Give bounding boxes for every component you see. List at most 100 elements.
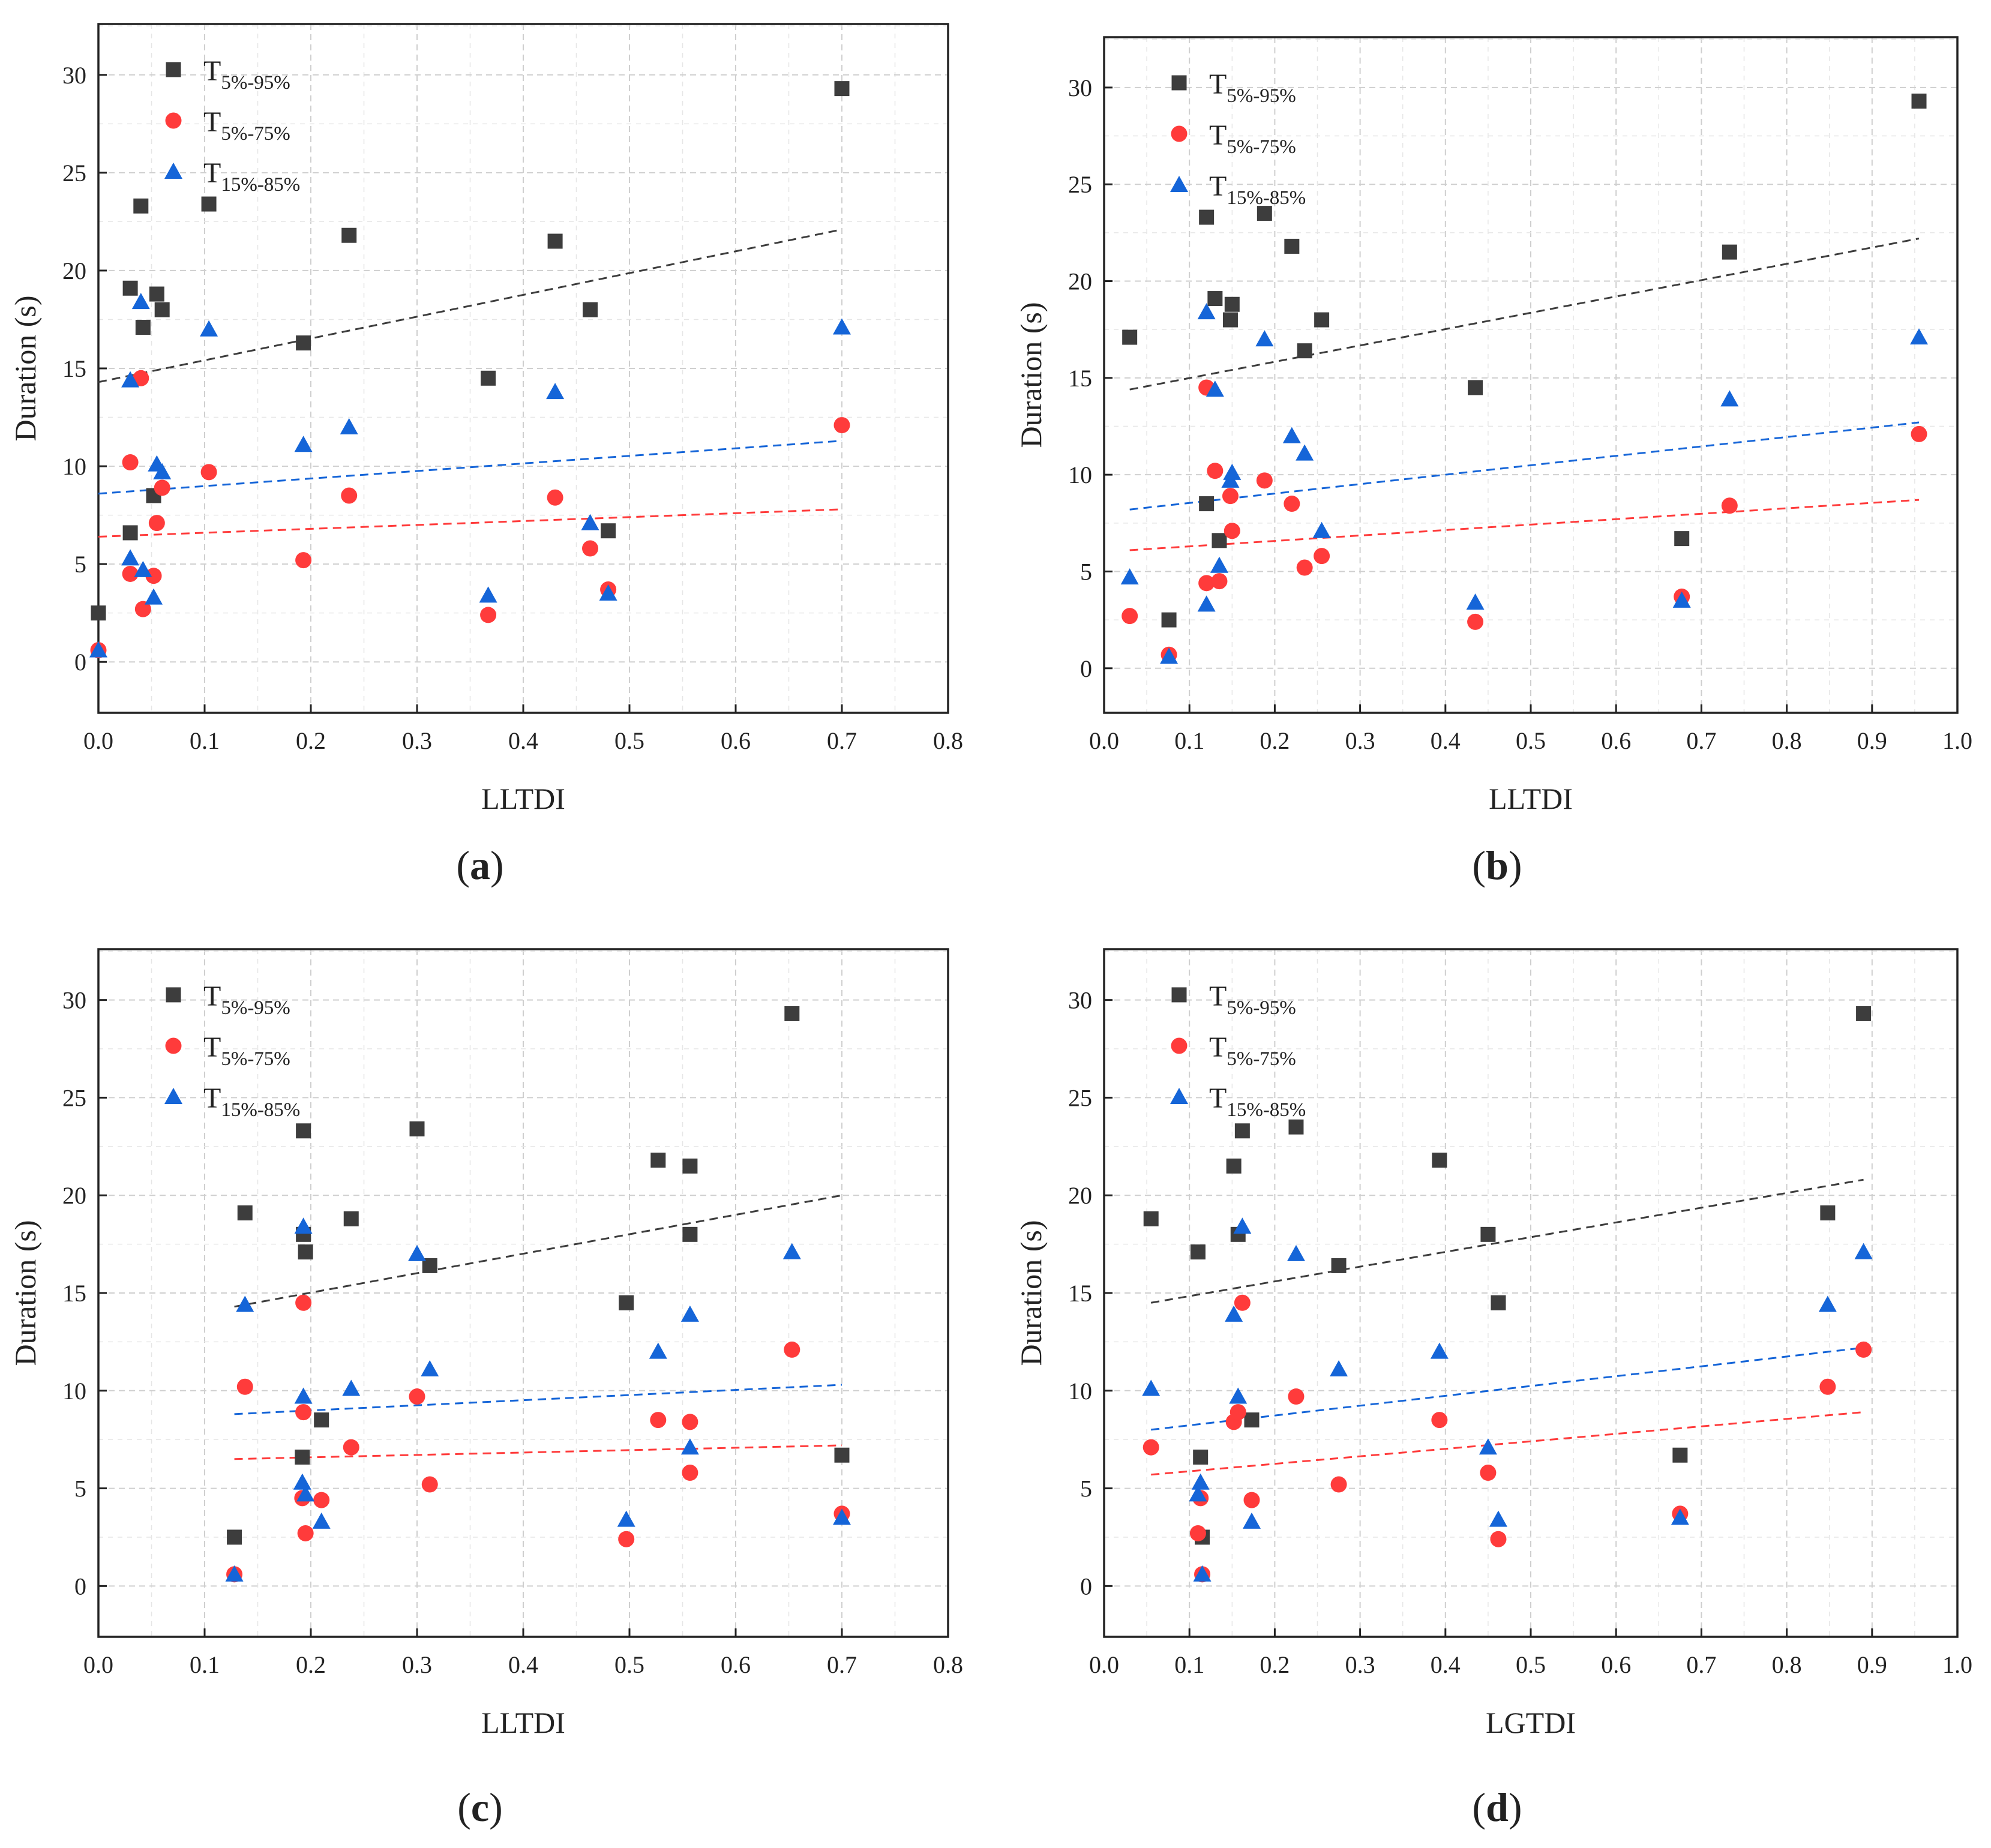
- point-t75: [409, 1388, 425, 1405]
- point-t85: [1671, 1508, 1689, 1525]
- point-t95: [1480, 1226, 1496, 1242]
- x-tick-label: 0.4: [1431, 727, 1461, 754]
- y-tick-label: 25: [62, 160, 86, 187]
- point-t95: [583, 302, 598, 317]
- point-t95: [1856, 1006, 1872, 1021]
- x-tick-label: 0.9: [1857, 727, 1887, 754]
- point-t85: [131, 293, 150, 310]
- x-tick-label: 0.3: [1345, 727, 1375, 754]
- point-t75: [1467, 613, 1484, 630]
- point-t75: [1314, 548, 1330, 565]
- x-tick-label: 0.7: [827, 1651, 857, 1678]
- x-tick-label: 0.1: [190, 1651, 220, 1678]
- plot-frame: [97, 948, 949, 1638]
- point-t75: [297, 1525, 314, 1541]
- point-t95: [784, 1006, 800, 1021]
- x-tick-label: 0.8: [1772, 1651, 1802, 1678]
- point-t75: [134, 601, 151, 617]
- point-t75: [1207, 463, 1224, 479]
- point-t95: [1207, 291, 1223, 307]
- y-tick-label: 15: [1068, 365, 1092, 392]
- legend-label: T5%-75%: [1209, 119, 1296, 158]
- point-t85: [1229, 1387, 1248, 1404]
- point-t95: [135, 320, 151, 335]
- panel-c: 0.0 0.1 0.2 0.3 0.4 0.5 0.6 0.7 0.8 0 5 10 15 20 25 30 L…: [8, 948, 963, 1830]
- point-t85: [617, 1510, 635, 1527]
- point-t75: [343, 1439, 359, 1456]
- point-t95: [1143, 1211, 1159, 1226]
- point-t75: [133, 370, 149, 386]
- y-tick-label: 30: [62, 987, 86, 1014]
- point-t75: [1819, 1378, 1836, 1395]
- point-t85: [1142, 1379, 1161, 1396]
- x-tick-label: 0.3: [402, 1651, 432, 1678]
- point-t95: [1674, 531, 1690, 547]
- point-t75: [236, 1378, 253, 1395]
- point-t95: [619, 1295, 634, 1310]
- legend: T5%-95% T5%-75% T15%-85%: [1170, 68, 1306, 209]
- point-t85: [581, 514, 599, 530]
- point-t95: [154, 302, 170, 317]
- y-tick-label: 25: [1068, 171, 1092, 198]
- point-t95: [1284, 238, 1300, 254]
- y-axis-label: Duration (s): [1014, 1220, 1048, 1366]
- point-t85: [1330, 1360, 1348, 1376]
- legend-label: T5%-95%: [1209, 980, 1296, 1019]
- point-t85: [340, 418, 358, 434]
- legend-marker-t75: [165, 112, 182, 129]
- panel-caption: (d): [1472, 1784, 1522, 1830]
- point-t85: [293, 1473, 311, 1490]
- point-t85: [1854, 1243, 1873, 1259]
- point-t85: [408, 1244, 426, 1261]
- y-tick-label: 30: [62, 62, 86, 89]
- point-t95: [298, 1244, 313, 1260]
- y-tick-label: 5: [1080, 1475, 1092, 1502]
- point-t95: [1234, 1123, 1250, 1139]
- x-tick-label: 0.2: [1260, 727, 1290, 754]
- x-tick-label: 0.3: [1345, 1651, 1375, 1678]
- x-tick-label: 0.6: [721, 727, 751, 754]
- point-t75: [1234, 1294, 1251, 1311]
- point-t95: [296, 335, 311, 351]
- point-t75: [1721, 497, 1738, 514]
- x-tick-label: 0.8: [933, 727, 963, 754]
- point-t75: [1222, 488, 1239, 505]
- point-t85: [1910, 328, 1929, 345]
- point-t75: [1211, 573, 1228, 590]
- axes: 0.0 0.1 0.2 0.3 0.4 0.5 0.6 0.7 0.8 0.9 1.0 0 5 10 15 2…: [1068, 987, 1972, 1678]
- point-t95: [1297, 343, 1312, 359]
- point-t85: [296, 1485, 315, 1502]
- point-t75: [650, 1412, 667, 1429]
- trend-line-t95: [234, 1194, 842, 1308]
- point-t85: [1210, 556, 1228, 573]
- point-t85: [1720, 390, 1739, 407]
- point-t95: [1491, 1295, 1506, 1310]
- point-t95: [149, 286, 164, 302]
- point-t75: [295, 1404, 312, 1421]
- point-t95: [1226, 1158, 1242, 1174]
- x-tick-label: 0.0: [1089, 1651, 1119, 1678]
- point-t75: [1284, 496, 1300, 512]
- point-t75: [421, 1476, 438, 1493]
- trend-lines: [1150, 1178, 1864, 1476]
- x-axis-label: LLTDI: [481, 1706, 565, 1739]
- y-axis-label: Duration (s): [8, 1220, 42, 1366]
- point-t95: [1288, 1119, 1304, 1135]
- point-t85: [1489, 1510, 1507, 1527]
- axes: 0.0 0.1 0.2 0.3 0.4 0.5 0.6 0.7 0.8 0.9 1.0 0 5 10 15 2…: [1068, 74, 1972, 754]
- y-tick-label: 20: [1068, 268, 1092, 295]
- legend-marker-t75: [1171, 1037, 1188, 1054]
- data-points: [1142, 1006, 1873, 1583]
- data-points: [89, 81, 851, 659]
- x-tick-label: 1.0: [1942, 1651, 1972, 1678]
- y-tick-label: 15: [62, 355, 86, 382]
- point-t85: [1430, 1342, 1449, 1359]
- point-t85: [1282, 427, 1301, 443]
- point-t75: [618, 1531, 635, 1547]
- point-t75: [1330, 1476, 1347, 1493]
- point-t75: [1296, 559, 1313, 576]
- y-axis-label: Duration (s): [1014, 302, 1048, 448]
- x-tick-label: 0.7: [827, 727, 857, 754]
- point-t95: [1672, 1447, 1688, 1463]
